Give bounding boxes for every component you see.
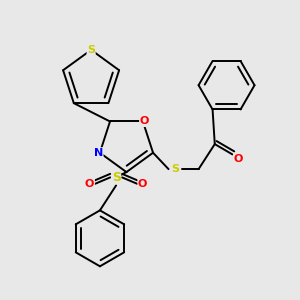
- Text: O: O: [85, 179, 94, 189]
- Text: O: O: [234, 154, 243, 164]
- Text: S: S: [87, 45, 95, 55]
- Text: O: O: [140, 116, 149, 127]
- Text: O: O: [138, 179, 147, 189]
- Text: N: N: [94, 148, 103, 158]
- Text: S: S: [112, 171, 121, 184]
- Text: S: S: [171, 164, 179, 174]
